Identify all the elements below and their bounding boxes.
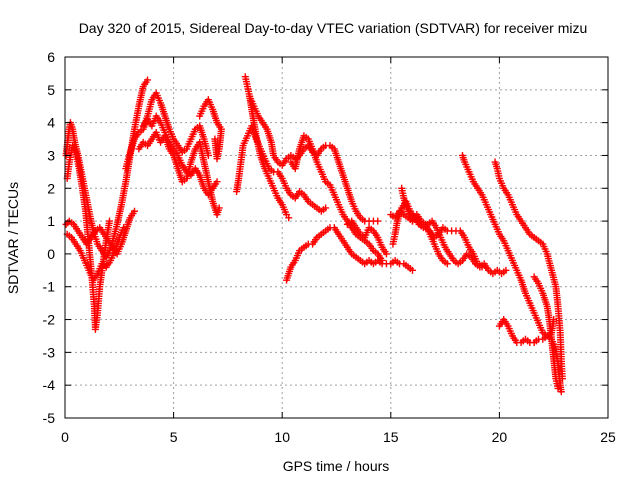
data-point-marker xyxy=(285,214,293,222)
data-point-marker xyxy=(120,224,128,232)
data-point-marker xyxy=(443,260,451,268)
data-point-marker xyxy=(215,204,223,212)
y-tick-label: 2 xyxy=(47,180,55,196)
y-tick-label: -4 xyxy=(43,377,56,393)
series-arc-13 xyxy=(283,224,417,284)
x-tick-label: 25 xyxy=(600,429,616,445)
x-axis-tick-labels: 0 5 10 15 20 25 xyxy=(61,429,616,445)
y-tick-label: 4 xyxy=(47,115,55,131)
y-tick-label: 6 xyxy=(47,49,55,65)
series-arc-7 xyxy=(139,112,221,199)
data-point-marker xyxy=(502,266,510,274)
data-point-marker xyxy=(213,178,221,186)
x-tick-label: 10 xyxy=(274,429,290,445)
y-tick-label: -3 xyxy=(43,344,56,360)
y-tick-label: -2 xyxy=(43,312,56,328)
series-arc-8 xyxy=(196,96,225,163)
data-point-marker xyxy=(557,388,565,396)
series-arc-21 xyxy=(530,273,562,392)
series-arc-2 xyxy=(63,142,114,333)
series-arc-5 xyxy=(122,89,212,173)
y-axis-tick-labels: -5 -4 -3 -2 -1 0 1 2 3 4 5 6 xyxy=(43,49,56,426)
x-tick-label: 15 xyxy=(383,429,399,445)
x-tick-label: 20 xyxy=(492,429,508,445)
x-tick-label: 5 xyxy=(170,429,178,445)
data-point-marker xyxy=(131,207,139,215)
data-point-marker xyxy=(478,263,486,271)
data-point-marker xyxy=(322,204,330,212)
y-tick-label: 5 xyxy=(47,82,55,98)
y-axis-label: SDTVAR / TECUs xyxy=(5,182,21,294)
axis-ticks xyxy=(64,56,609,419)
plot-frame xyxy=(64,56,609,419)
series-arc-14 xyxy=(343,217,390,258)
series-arc-6 xyxy=(135,128,223,219)
data-point-marker xyxy=(62,220,70,228)
data-point-marker xyxy=(144,76,152,84)
series-arc-10 xyxy=(241,73,293,222)
data-point-marker xyxy=(382,250,390,258)
data-point-marker xyxy=(409,266,417,274)
series-arc-17 xyxy=(398,184,451,268)
y-tick-label: 3 xyxy=(47,147,55,163)
chart-title: Day 320 of 2015, Sidereal Day-to-day VTE… xyxy=(79,20,588,36)
series-arc-4 xyxy=(63,224,128,284)
series-arc-11 xyxy=(246,92,382,225)
data-point-marker xyxy=(211,135,219,143)
x-tick-label: 0 xyxy=(61,429,69,445)
x-axis-label: GPS time / hours xyxy=(283,458,390,474)
series-arc-18 xyxy=(458,151,558,340)
data-marks xyxy=(62,73,566,396)
data-point-marker xyxy=(554,384,562,392)
data-point-marker xyxy=(106,217,114,225)
y-tick-label: 0 xyxy=(47,246,55,262)
y-tick-label: -5 xyxy=(43,410,56,426)
y-tick-label: 1 xyxy=(47,213,55,229)
grid xyxy=(65,57,608,418)
data-point-marker xyxy=(374,217,382,225)
y-tick-label: -1 xyxy=(43,279,56,295)
